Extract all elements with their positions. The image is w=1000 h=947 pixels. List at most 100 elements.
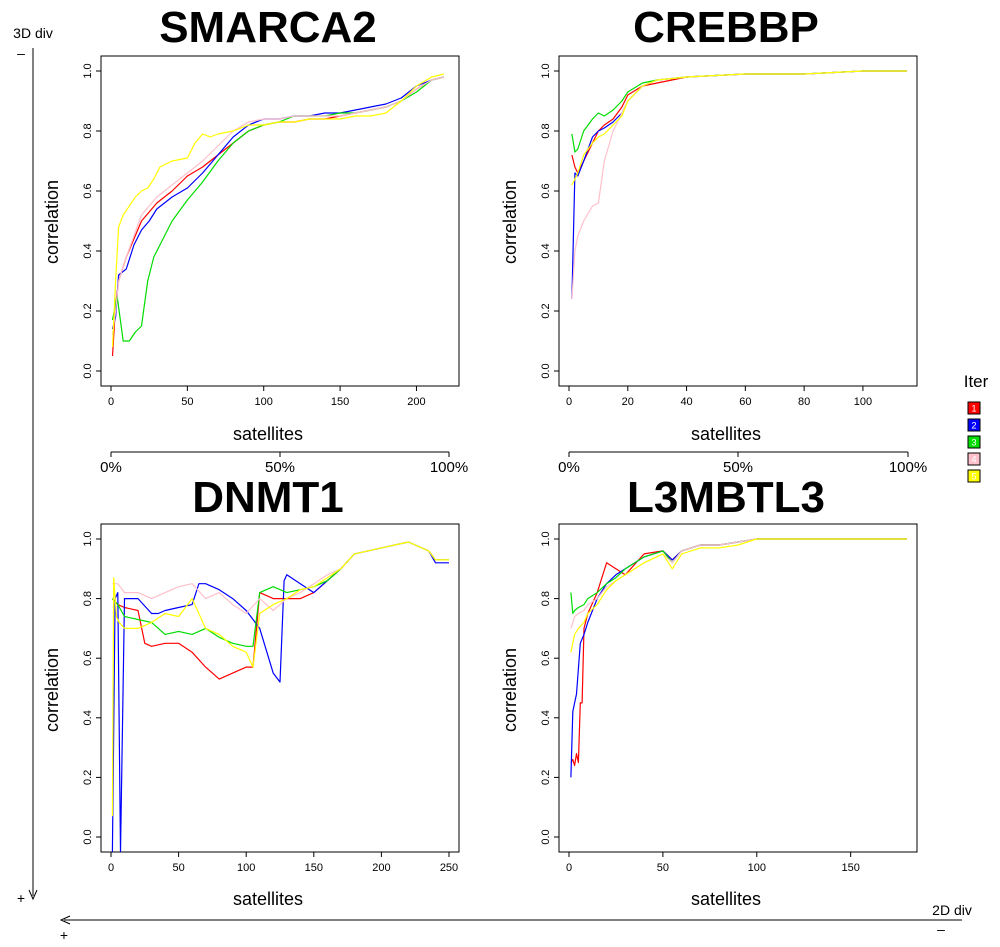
series-line-iter-2: [111, 76, 445, 330]
plot-frame: [100, 523, 460, 853]
x-tick-label: 100: [854, 396, 872, 408]
legend: Iter 1 2 3 4 5: [964, 372, 989, 483]
panel-smarca2: SMARCA2 satellites correlation 0 50 100 150…: [42, 3, 460, 444]
x-tick-label: 50: [172, 862, 184, 874]
y-tick-label: 0.4: [82, 243, 94, 258]
left-arrow-icon: [59, 915, 71, 925]
x-tick-label: 80: [798, 396, 810, 408]
series-line-iter-5: [570, 538, 907, 653]
x-tick-label: 0: [566, 862, 572, 874]
x-tick-label: 50: [181, 396, 193, 408]
y-tick-label: 1.0: [540, 63, 552, 78]
axis-ticks: 0 50 100 150 0.0 0.2 0.4 0.6 0.8 1.0: [540, 531, 860, 874]
down-arrow-icon: [28, 889, 38, 901]
x-tick-label: 200: [407, 396, 425, 408]
x-tick-label: 40: [680, 396, 692, 408]
x-tick-label: 150: [841, 862, 859, 874]
legend-label: 2: [971, 421, 976, 431]
series-line-iter-5: [571, 70, 907, 186]
y-tick-label: 0.4: [82, 710, 94, 725]
legend-item: 4: [967, 452, 981, 466]
y-tick-label: 0.4: [540, 710, 552, 725]
series-lines: [111, 73, 445, 357]
horizontal-axis-label: 2D div: [932, 902, 972, 918]
horizontal-plus-label: +: [60, 927, 68, 943]
plot-frame: [558, 523, 918, 853]
vertical-plus-label: +: [17, 890, 25, 906]
x-tick-label: 100: [255, 396, 273, 408]
axis-ticks: 0 50 100 150 200 250 0.0 0.2 0.4 0.6 0.8 1.0: [82, 531, 458, 874]
y-tick-label: 0.0: [540, 363, 552, 378]
x-tick-label: 0: [108, 862, 114, 874]
percent-tick-label: 50%: [265, 459, 295, 476]
legend-title: Iter: [964, 372, 989, 391]
legend-items: 1 2 3 4 5: [967, 401, 981, 483]
y-tick-label: 0.6: [540, 651, 552, 666]
y-tick-label: 0.6: [82, 651, 94, 666]
percent-tick-label: 100%: [430, 459, 468, 476]
x-tick-label: 100: [237, 862, 255, 874]
series-line-iter-4: [111, 76, 445, 336]
vertical-axis-label: 3D div: [13, 25, 53, 41]
panel-l3mbtl3: L3MBTL3 satellites correlation 0 50 100 150…: [500, 473, 918, 909]
series-lines: [571, 70, 907, 300]
x-tick-label: 100: [748, 862, 766, 874]
legend-item: 5: [967, 469, 981, 483]
x-axis-label: satellites: [233, 424, 303, 444]
series-line-iter-5: [111, 73, 445, 348]
percent-tick-label: 0%: [558, 459, 580, 476]
y-tick-label: 0.6: [540, 183, 552, 198]
series-line-iter-2: [570, 538, 907, 778]
chart-title: DNMT1: [192, 473, 344, 522]
percent-axis-right: 0% 50% 100%: [558, 451, 927, 476]
legend-item: 3: [967, 435, 981, 449]
series-line-iter-2: [111, 541, 449, 852]
y-tick-label: 1.0: [540, 531, 552, 546]
percent-tick-label: 100%: [889, 459, 927, 476]
axis-ticks: 0 50 100 150 200 0.0 0.2 0.4 0.6 0.8 1.0: [82, 63, 426, 408]
y-tick-label: 0.8: [82, 123, 94, 138]
vertical-div-axis: 3D div – +: [13, 25, 53, 906]
legend-swatch: [967, 469, 981, 483]
y-tick-label: 0.0: [82, 363, 94, 378]
legend-item: 1: [967, 401, 981, 415]
y-tick-label: 0.6: [82, 183, 94, 198]
plot-frame: [558, 55, 918, 387]
legend-swatch: [967, 435, 981, 449]
y-tick-label: 0.4: [540, 243, 552, 258]
y-tick-label: 0.2: [82, 303, 94, 318]
percent-tick-label: 50%: [723, 459, 753, 476]
x-tick-label: 60: [739, 396, 751, 408]
legend-swatch: [967, 418, 981, 432]
x-tick-label: 150: [305, 862, 323, 874]
y-tick-label: 1.0: [82, 63, 94, 78]
panel-dnmt1: DNMT1 satellites correlation 0 50 100 150 20…: [42, 473, 460, 909]
axis-ticks: 0 20 40 60 80 100 0.0 0.2 0.4 0.6 0.8 1.0: [540, 63, 872, 408]
x-tick-label: 0: [108, 396, 114, 408]
y-tick-label: 0.8: [540, 591, 552, 606]
x-tick-label: 50: [657, 862, 669, 874]
panel-crebbp: CREBBP satellites correlation 0 20 40 60 80 1…: [500, 3, 918, 444]
x-tick-label: 200: [372, 862, 390, 874]
vertical-minus-label: –: [17, 45, 25, 61]
legend-label: 5: [971, 472, 976, 482]
y-tick-label: 0.8: [540, 123, 552, 138]
chart-title: SMARCA2: [159, 3, 377, 52]
x-tick-label: 150: [331, 396, 349, 408]
x-tick-label: 250: [440, 862, 458, 874]
y-tick-label: 0.0: [540, 829, 552, 844]
y-tick-label: 0.2: [540, 303, 552, 318]
y-axis-label: correlation: [500, 180, 520, 264]
y-axis-label: correlation: [500, 648, 520, 732]
percent-tick-label: 0%: [100, 459, 122, 476]
y-axis-label: correlation: [42, 648, 62, 732]
legend-swatch: [967, 401, 981, 415]
series-line-iter-5: [111, 541, 449, 817]
legend-label: 3: [971, 438, 976, 448]
chart-title: L3MBTL3: [627, 473, 825, 522]
y-tick-label: 1.0: [82, 531, 94, 546]
percent-axis-left: 0% 50% 100%: [100, 451, 468, 476]
horizontal-div-axis: + 2D div –: [59, 902, 972, 943]
y-tick-label: 0.8: [82, 591, 94, 606]
